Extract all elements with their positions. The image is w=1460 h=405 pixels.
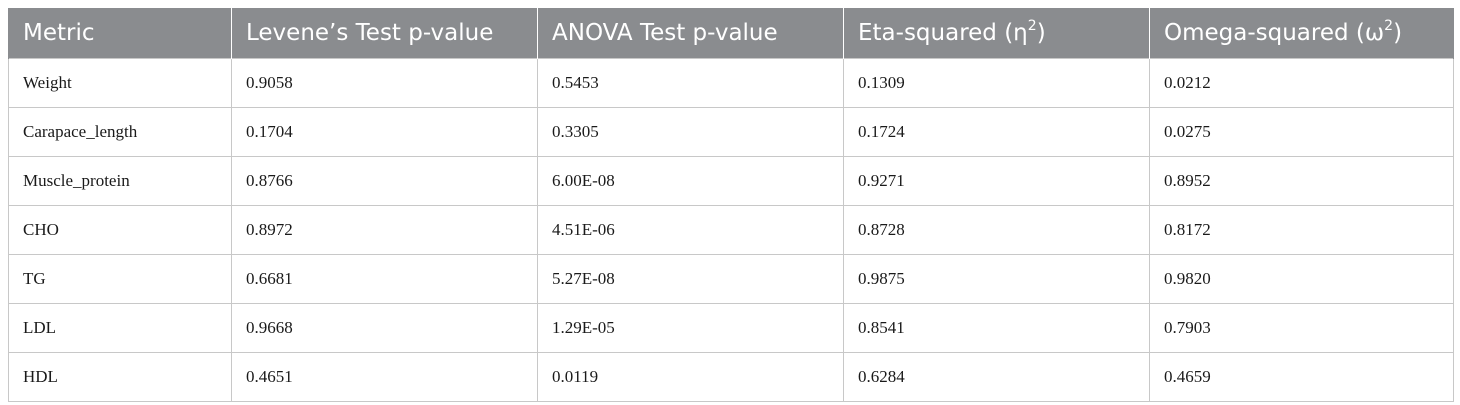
omega-squared-cell: 0.8952 [1149,156,1454,206]
header-omega-superscript: 2 [1384,18,1394,34]
anova-cell: 5.27E-08 [537,254,844,304]
table-row: Carapace_length 0.1704 0.3305 0.1724 0.0… [8,107,1454,157]
header-anova-p-value: ANOVA Test p-value [537,8,844,59]
anova-cell: 6.00E-08 [537,156,844,206]
eta-squared-cell: 0.6284 [843,352,1150,402]
anova-cell: 4.51E-06 [537,205,844,255]
table-row: TG 0.6681 5.27E-08 0.9875 0.9820 [8,254,1454,304]
levene-cell: 0.4651 [231,352,538,402]
metric-cell: Carapace_length [8,107,232,157]
omega-squared-cell: 0.4659 [1149,352,1454,402]
table-row: LDL 0.9668 1.29E-05 0.8541 0.7903 [8,303,1454,353]
levene-cell: 0.9058 [231,58,538,108]
header-metric: Metric [8,8,232,59]
table-row: Weight 0.9058 0.5453 0.1309 0.0212 [8,58,1454,108]
eta-squared-cell: 0.8728 [843,205,1150,255]
eta-squared-cell: 0.9271 [843,156,1150,206]
levene-cell: 0.6681 [231,254,538,304]
table-body: Weight 0.9058 0.5453 0.1309 0.0212 Carap… [8,58,1454,402]
levene-cell: 0.8972 [231,205,538,255]
eta-squared-cell: 0.9875 [843,254,1150,304]
statistics-table: Metric Levene’s Test p-value ANOVA Test … [8,8,1454,402]
eta-squared-cell: 0.8541 [843,303,1150,353]
omega-squared-cell: 0.9820 [1149,254,1454,304]
statistics-table-container: Metric Levene’s Test p-value ANOVA Test … [8,8,1454,402]
header-eta-superscript: 2 [1027,18,1037,34]
table-header: Metric Levene’s Test p-value ANOVA Test … [8,8,1454,59]
metric-cell: Weight [8,58,232,108]
omega-squared-cell: 0.8172 [1149,205,1454,255]
eta-squared-cell: 0.1309 [843,58,1150,108]
table-row: HDL 0.4651 0.0119 0.6284 0.4659 [8,352,1454,402]
header-omega-squared: Omega-squared (ω2) [1149,8,1454,59]
header-row: Metric Levene’s Test p-value ANOVA Test … [8,8,1454,59]
metric-cell: HDL [8,352,232,402]
levene-cell: 0.8766 [231,156,538,206]
omega-squared-cell: 0.7903 [1149,303,1454,353]
anova-cell: 1.29E-05 [537,303,844,353]
table-row: Muscle_protein 0.8766 6.00E-08 0.9271 0.… [8,156,1454,206]
omega-squared-cell: 0.0212 [1149,58,1454,108]
metric-cell: CHO [8,205,232,255]
omega-squared-cell: 0.0275 [1149,107,1454,157]
metric-cell: TG [8,254,232,304]
levene-cell: 0.1704 [231,107,538,157]
metric-cell: LDL [8,303,232,353]
table-row: CHO 0.8972 4.51E-06 0.8728 0.8172 [8,205,1454,255]
header-eta-squared: Eta-squared (η2) [843,8,1150,59]
eta-squared-cell: 0.1724 [843,107,1150,157]
levene-cell: 0.9668 [231,303,538,353]
anova-cell: 0.3305 [537,107,844,157]
header-levene-p-value: Levene’s Test p-value [231,8,538,59]
metric-cell: Muscle_protein [8,156,232,206]
anova-cell: 0.0119 [537,352,844,402]
anova-cell: 0.5453 [537,58,844,108]
